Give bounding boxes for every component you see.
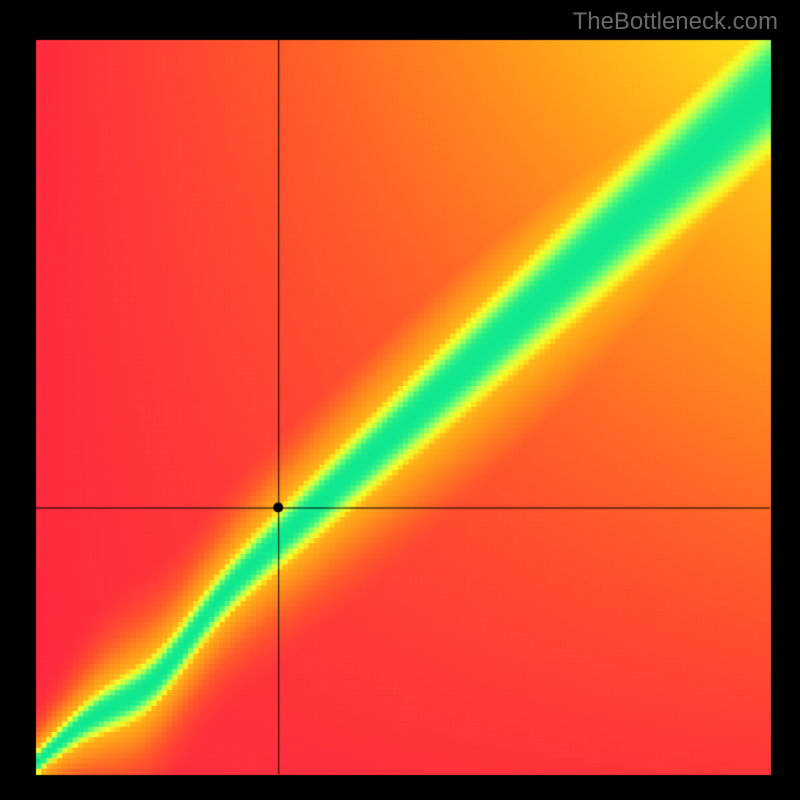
bottleneck-heatmap [0, 0, 800, 800]
watermark-text: TheBottleneck.com [573, 8, 778, 36]
